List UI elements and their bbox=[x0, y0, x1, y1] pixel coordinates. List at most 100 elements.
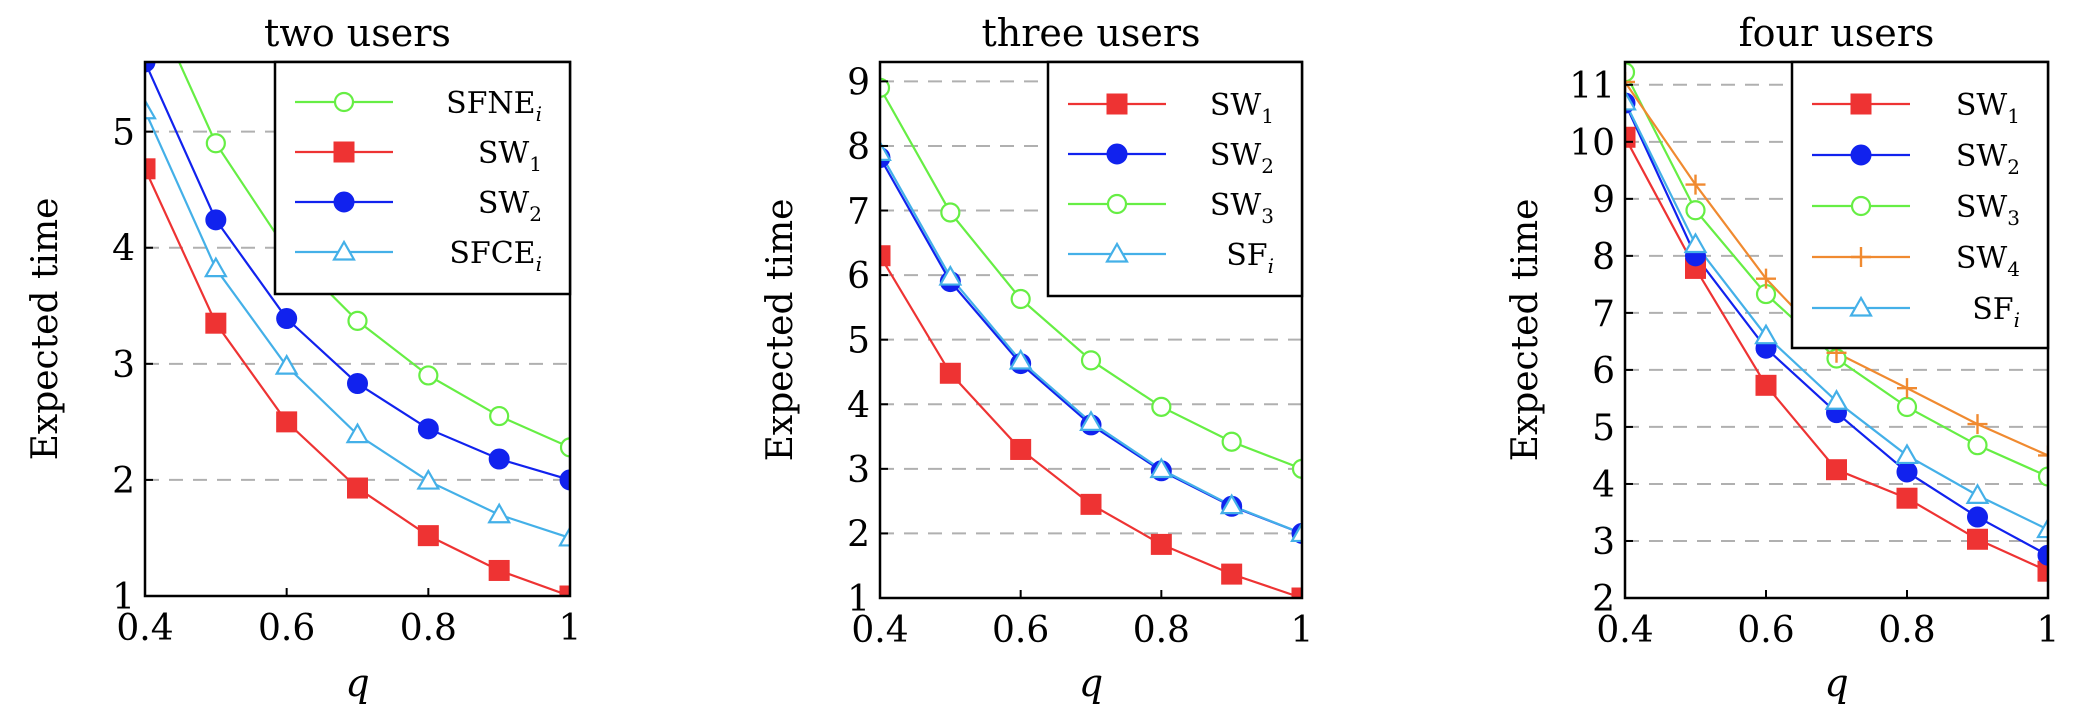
legend-label: SW2 bbox=[478, 186, 542, 226]
y-axis-label: Expected time bbox=[25, 198, 66, 461]
data-point bbox=[1967, 528, 1988, 550]
data-point bbox=[1826, 459, 1847, 481]
data-point bbox=[1625, 89, 1637, 111]
data-point bbox=[2037, 560, 2048, 582]
legend: SFNEi SW1 SW2 SFCEi bbox=[273, 60, 572, 296]
y-tick-label: 3 bbox=[847, 450, 870, 491]
legend-label: SFi bbox=[1972, 292, 2020, 332]
data-point bbox=[145, 62, 156, 73]
chart-title: two users bbox=[264, 11, 451, 55]
data-point bbox=[1685, 200, 1706, 221]
plot-area bbox=[145, 62, 570, 596]
y-tick-label: 2 bbox=[112, 461, 135, 502]
data-point bbox=[1221, 563, 1243, 585]
data-point bbox=[880, 77, 891, 98]
data-point bbox=[1010, 438, 1032, 460]
data-point bbox=[2037, 544, 2048, 566]
data-point bbox=[203, 256, 228, 278]
legend-marker bbox=[1850, 195, 1872, 217]
legend-label: SW2 bbox=[1210, 138, 1274, 178]
legend-marker bbox=[1106, 193, 1128, 215]
data-point bbox=[1219, 493, 1244, 515]
legend-label: SW2 bbox=[1956, 139, 2020, 179]
y-tick-label: 2 bbox=[1592, 579, 1615, 620]
y-tick-label: 10 bbox=[1569, 123, 1615, 164]
data-point bbox=[205, 133, 226, 154]
data-point bbox=[347, 373, 368, 395]
y-tick-label: 5 bbox=[112, 113, 135, 154]
data-point bbox=[559, 585, 570, 596]
y-tick-label: 1 bbox=[112, 577, 135, 618]
x-tick-label: 0.4 bbox=[1596, 610, 1653, 651]
legend-marker bbox=[1850, 93, 1872, 115]
data-point bbox=[274, 353, 299, 375]
data-point bbox=[1221, 431, 1242, 452]
x-axis-label: q bbox=[1824, 661, 1848, 705]
y-tick-label: 5 bbox=[1592, 408, 1615, 449]
data-point bbox=[1149, 457, 1174, 479]
data-point bbox=[1625, 71, 1635, 92]
data-point bbox=[559, 437, 570, 458]
legend-label: SW1 bbox=[1956, 88, 2020, 128]
legend-marker bbox=[1106, 143, 1128, 165]
legend-marker bbox=[333, 91, 355, 113]
data-point bbox=[205, 209, 227, 231]
y-tick-label: 4 bbox=[112, 229, 135, 270]
legend-marker bbox=[333, 141, 355, 163]
y-tick-label: 3 bbox=[112, 345, 135, 386]
data-point bbox=[1625, 62, 1636, 83]
data-point bbox=[939, 362, 961, 384]
legend-label: SW1 bbox=[478, 136, 542, 176]
x-tick-label: 0.8 bbox=[400, 608, 457, 649]
data-point bbox=[417, 418, 439, 440]
data-point bbox=[418, 365, 439, 386]
y-tick-label: 7 bbox=[847, 192, 870, 233]
legend-box bbox=[273, 60, 572, 296]
y-tick-label: 8 bbox=[847, 127, 870, 168]
legend-marker bbox=[1105, 241, 1129, 263]
data-point bbox=[417, 525, 439, 547]
x-tick-label: 0.8 bbox=[1878, 610, 1935, 651]
chart-panel-2: 0.4 0.6 0.8 1 1 2 3 4 5 6 7 8 9 three users q Expected … bbox=[760, 11, 1313, 705]
data-point bbox=[558, 525, 570, 547]
legend-marker bbox=[1106, 93, 1128, 115]
chart-title: four users bbox=[1739, 11, 1935, 55]
legend-label: SW4 bbox=[1956, 241, 2020, 281]
y-tick-label: 8 bbox=[1592, 237, 1615, 278]
data-point bbox=[1756, 268, 1776, 289]
y-tick-label: 6 bbox=[1592, 351, 1615, 392]
data-point bbox=[1896, 396, 1918, 418]
data-point bbox=[276, 308, 298, 330]
y-tick-label: 2 bbox=[847, 514, 870, 555]
plot-area bbox=[1625, 62, 2048, 582]
legend-label: SW1 bbox=[1210, 88, 1274, 128]
legend: SW1 SW2 SW3 SFi bbox=[1046, 60, 1304, 298]
x-axis-label: q bbox=[345, 661, 369, 705]
chart-panel-1: 0.4 0.6 0.8 1 1 2 3 4 5 two users q Expected time SF… bbox=[25, 11, 581, 705]
data-point bbox=[145, 98, 157, 120]
legend-marker bbox=[1849, 295, 1873, 317]
y-tick-label: 9 bbox=[1592, 180, 1615, 221]
data-point bbox=[1080, 493, 1102, 515]
y-tick-label: 11 bbox=[1569, 66, 1615, 107]
y-tick-label: 9 bbox=[847, 62, 870, 103]
y-tick-label: 4 bbox=[1592, 465, 1615, 506]
legend-marker bbox=[1851, 247, 1871, 267]
chart-title: three users bbox=[981, 11, 1200, 55]
data-point bbox=[1291, 458, 1302, 479]
data-point bbox=[1896, 487, 1918, 509]
data-point bbox=[880, 245, 891, 267]
legend-marker bbox=[332, 239, 356, 261]
x-tick-label: 1 bbox=[2037, 610, 2060, 651]
data-point bbox=[2038, 445, 2048, 466]
data-point bbox=[1754, 323, 1778, 345]
legend: SW1 SW2 SW3 SW4 SFi bbox=[1790, 60, 2050, 350]
legend-label: SFi bbox=[1226, 238, 1274, 278]
y-tick-label: 6 bbox=[847, 256, 870, 297]
data-point bbox=[2037, 466, 2048, 487]
data-point bbox=[488, 448, 510, 470]
y-axis-label: Expected time bbox=[760, 199, 801, 462]
y-tick-label: 1 bbox=[847, 579, 870, 620]
data-point bbox=[416, 468, 441, 490]
